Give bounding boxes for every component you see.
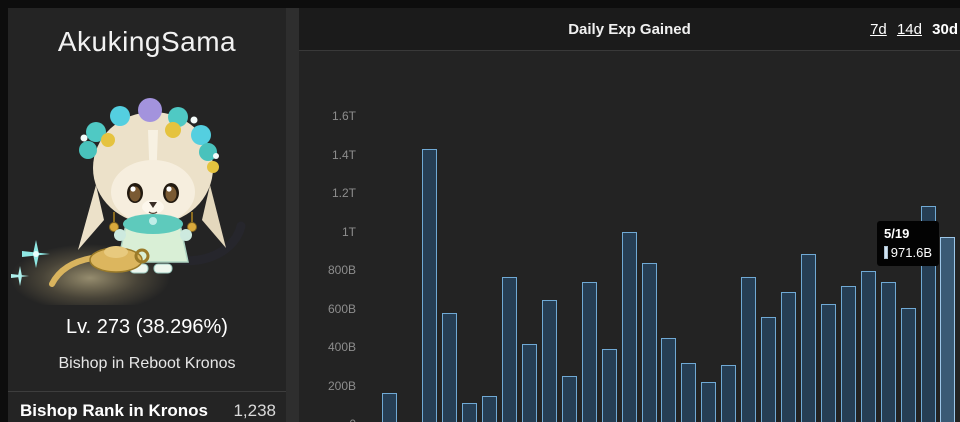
bar-5/15[interactable] [860,271,876,422]
range-selector: 7d 14d 30d [864,8,958,51]
bar-5/13[interactable] [820,304,836,422]
bar-4/23[interactable] [422,149,438,422]
tooltip-date: 5/19 [884,226,910,241]
bar-5/8[interactable] [721,365,737,422]
face [111,160,195,224]
y-axis-label: 0 [304,417,356,422]
bar-4/24[interactable] [442,313,458,422]
y-axis-label: 800B [327,263,356,277]
bar-5/7[interactable] [701,382,717,422]
bar-5/1[interactable] [581,282,597,422]
chart-title: Daily Exp Gained [568,21,691,38]
range-link-7d[interactable]: 7d [870,21,887,38]
divider [8,391,286,392]
bar-5/16[interactable] [880,282,896,422]
range-link-14d[interactable]: 14d [896,21,922,38]
bar-4/21[interactable] [382,393,398,422]
exp-chart-card: Daily Exp Gained 7d 14d 30d 5/19 971.6B … [299,8,960,422]
bar-5/12[interactable] [800,254,816,422]
character-card: AkukingSama [8,8,286,422]
bar-5/11[interactable] [781,292,797,422]
rank-value: 1,238 [233,401,276,420]
tooltip-value: 971.6B [890,245,932,260]
y-axis-label: 400B [327,340,356,354]
character-level: Lv. 273 (38.296%) [66,316,228,338]
character-sprite-image [10,98,246,305]
y-axis-label: 1.4T [331,147,356,162]
bar-5/6[interactable] [681,363,697,422]
chart-header: Daily Exp Gained 7d 14d 30d [299,8,960,51]
bar-5/10[interactable] [761,317,777,422]
bar-5/14[interactable] [840,286,856,422]
bar-5/5[interactable] [661,338,677,422]
lamp [49,255,95,287]
bar-4/27[interactable] [502,277,517,422]
bar-5/2[interactable] [601,349,617,422]
bar-4/25[interactable] [462,403,478,422]
bar-4/29[interactable] [541,300,557,422]
range-link-30d[interactable]: 30d [932,21,958,38]
y-axis-label: 1.2T [331,186,356,200]
bar-5/4[interactable] [641,263,657,422]
bar-4/26[interactable] [482,396,498,422]
bar-4/30[interactable] [561,376,577,422]
character-class: Bishop in Reboot Kronos [58,355,236,372]
character-name: AkukingSama [57,26,237,57]
tooltip-swatch-icon [884,246,888,259]
bar-5/3[interactable] [621,232,637,422]
y-axis-label: 200B [327,378,356,393]
bar-5/19[interactable] [940,237,956,422]
bar-5/17[interactable] [900,308,916,422]
bar-4/28[interactable] [521,344,537,422]
y-axis-label: 600B [327,301,356,316]
rank-row: Bishop Rank in Kronos 1,238 [8,392,286,422]
chart-plot: 5/19 971.6B 1.6T 1.4T 1.2T 1T 800B 600B 400B 20… [299,51,960,422]
chart-tooltip: 5/19 971.6B [877,221,939,266]
panel-gap [286,8,299,422]
sparkle [11,266,29,286]
y-axis-label: 1T [341,224,356,239]
bar-5/9[interactable] [741,277,757,422]
y-axis-label: 1.6T [331,109,356,123]
rank-label: Bishop Rank in Kronos [20,401,208,420]
